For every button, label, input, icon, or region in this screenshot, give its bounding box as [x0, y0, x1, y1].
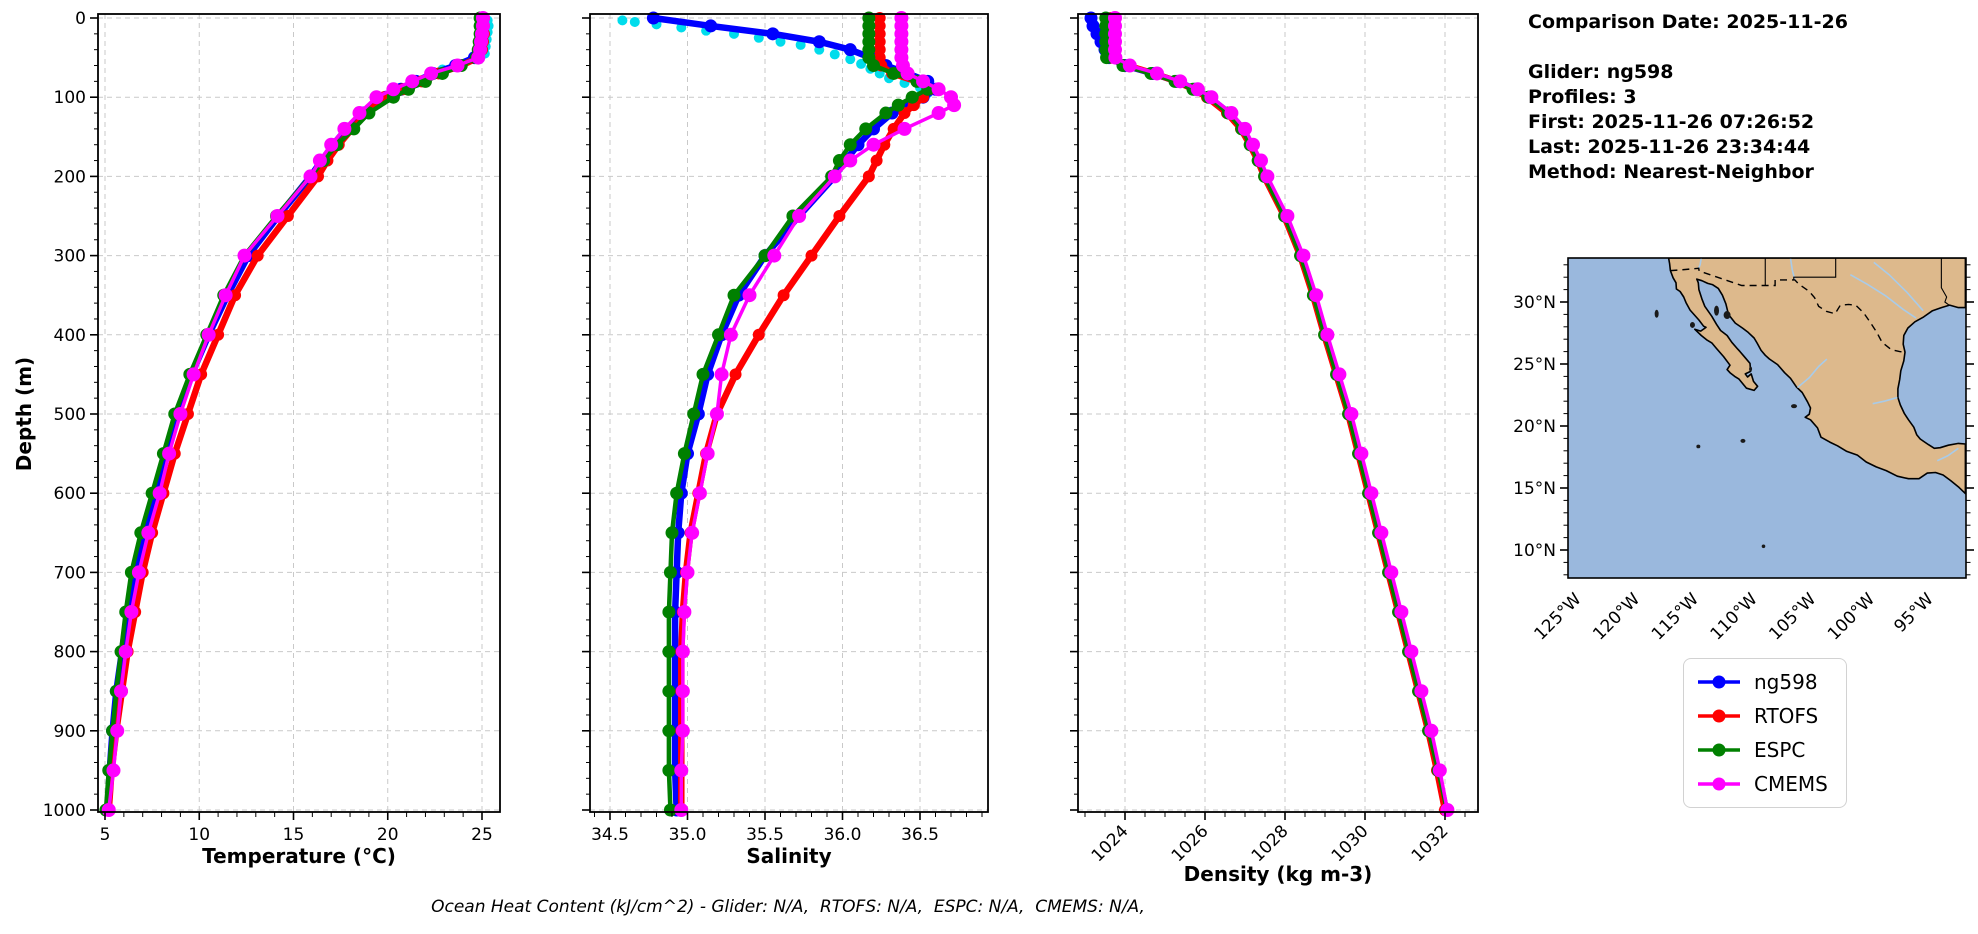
svg-text:25: 25 [471, 825, 493, 845]
svg-text:20°N: 20°N [1513, 417, 1556, 437]
info-spacer [1528, 35, 1848, 60]
salinity-plot-frame [589, 13, 989, 813]
temperature-plot-frame [97, 13, 501, 813]
svg-text:400: 400 [54, 326, 86, 346]
map-frame [1567, 257, 1967, 579]
temperature-axis-label: Temperature (°C) [202, 844, 396, 868]
profile-markers-CMEMS [1108, 11, 1455, 817]
svg-text:35.0: 35.0 [669, 825, 707, 845]
map-state-boundary [1793, 258, 1837, 280]
svg-text:200: 200 [54, 167, 86, 187]
legend-label: CMEMS [1754, 772, 1828, 796]
legend-item-CMEMS: CMEMS [1696, 767, 1828, 801]
legend-label: ESPC [1754, 738, 1806, 762]
svg-text:35.5: 35.5 [746, 825, 784, 845]
svg-text:10: 10 [188, 825, 210, 845]
svg-text:125°W: 125°W [1531, 589, 1586, 644]
profiles-count-text: Profiles: 3 [1528, 86, 1637, 108]
legend-sample-line [1698, 675, 1740, 689]
legend-label: RTOFS [1754, 704, 1819, 728]
legend-label: ng598 [1754, 670, 1818, 694]
svg-text:36.5: 36.5 [901, 825, 939, 845]
map-river [1789, 258, 1796, 281]
svg-text:95°W: 95°W [1890, 589, 1937, 636]
svg-text:10°N: 10°N [1513, 541, 1556, 561]
first-profile-time-text: First: 2025-11-26 07:26:52 [1528, 111, 1815, 133]
map-us-mexico-border [1670, 267, 1906, 353]
legend-sample-line [1698, 709, 1740, 723]
svg-text:1026: 1026 [1168, 821, 1213, 866]
map-island [1689, 321, 1695, 328]
legend-item-ESPC: ESPC [1696, 733, 1828, 767]
map-panel: 125°W 120°W 115°W 110°W 105°W 100°W 95°W 30°N 25… [1513, 257, 1974, 644]
comparison-date-text: Comparison Date: 2025-11-26 [1528, 11, 1848, 33]
legend-item-ng598: ng598 [1696, 665, 1828, 699]
svg-text:100°W: 100°W [1824, 589, 1879, 644]
legend-sample-line [1698, 777, 1740, 791]
svg-text:115°W: 115°W [1648, 589, 1703, 644]
map-content [1568, 258, 1966, 578]
map-state-boundary [1940, 258, 1950, 306]
map-island [1740, 438, 1746, 443]
svg-text:36.0: 36.0 [824, 825, 862, 845]
svg-text:30°N: 30°N [1513, 293, 1556, 313]
map-island [1654, 309, 1659, 318]
glider-name-text: Glider: ng598 [1528, 61, 1674, 83]
salinity-axis-label: Salinity [746, 844, 832, 868]
density-axis-label: Density (kg m-3) [1183, 862, 1373, 886]
svg-text:120°W: 120°W [1589, 589, 1644, 644]
temperature-plot: 5 10 15 20 25 0 100 200 300 400 500 600 700 800 900 100… [43, 9, 501, 845]
map-island [1749, 366, 1753, 372]
svg-text:500: 500 [54, 405, 86, 425]
map-land [1667, 258, 1966, 495]
method-text: Method: Nearest-Neighbor [1528, 161, 1814, 183]
info-panel: Comparison Date: 2025-11-26 Glider: ng59… [1528, 10, 1848, 185]
svg-text:20: 20 [377, 825, 399, 845]
salinity-plot: 34.5 35.0 35.5 36.0 36.5 [582, 11, 989, 845]
density-plot: 1024 1026 1028 1030 1032 [1070, 11, 1479, 866]
map-river [1936, 447, 1959, 462]
svg-text:700: 700 [54, 563, 86, 583]
depth-axis-label: Depth (m) [12, 356, 36, 472]
svg-text:34.5: 34.5 [591, 825, 629, 845]
svg-text:25°N: 25°N [1513, 355, 1556, 375]
legend-item-RTOFS: RTOFS [1696, 699, 1828, 733]
svg-text:1024: 1024 [1088, 821, 1133, 866]
svg-text:0: 0 [75, 9, 86, 29]
map-island [1723, 311, 1731, 320]
profile-markers-CMEMS [674, 11, 962, 817]
map-river [1697, 258, 1703, 269]
svg-text:900: 900 [54, 722, 86, 742]
svg-text:15°N: 15°N [1513, 479, 1556, 499]
svg-text:1032: 1032 [1408, 821, 1453, 866]
map-island [1696, 444, 1701, 449]
map-island [1761, 544, 1766, 549]
legend-sample-line [1698, 743, 1740, 757]
legend-box: ng598 RTOFS ESPC CMEMS [1683, 658, 1847, 808]
svg-text:800: 800 [54, 643, 86, 663]
svg-text:105°W: 105°W [1765, 589, 1820, 644]
ocean-heat-content-caption: Ocean Heat Content (kJ/cm^2) - Glider: N… [431, 897, 1145, 917]
svg-text:600: 600 [54, 484, 86, 504]
last-profile-time-text: Last: 2025-11-26 23:34:44 [1528, 136, 1811, 158]
svg-text:1028: 1028 [1248, 821, 1293, 866]
map-island [1714, 305, 1720, 316]
map-river [1849, 274, 1917, 319]
map-river [1872, 396, 1898, 405]
svg-text:110°W: 110°W [1707, 589, 1762, 644]
map-island [1791, 404, 1798, 409]
svg-text:100: 100 [54, 88, 86, 108]
map-river [1873, 261, 1924, 312]
svg-text:1030: 1030 [1328, 821, 1373, 866]
map-river [1797, 358, 1828, 389]
svg-text:300: 300 [54, 247, 86, 267]
svg-text:15: 15 [283, 825, 305, 845]
density-plot-frame [1077, 13, 1479, 813]
svg-text:5: 5 [100, 825, 111, 845]
svg-text:1000: 1000 [43, 801, 86, 821]
